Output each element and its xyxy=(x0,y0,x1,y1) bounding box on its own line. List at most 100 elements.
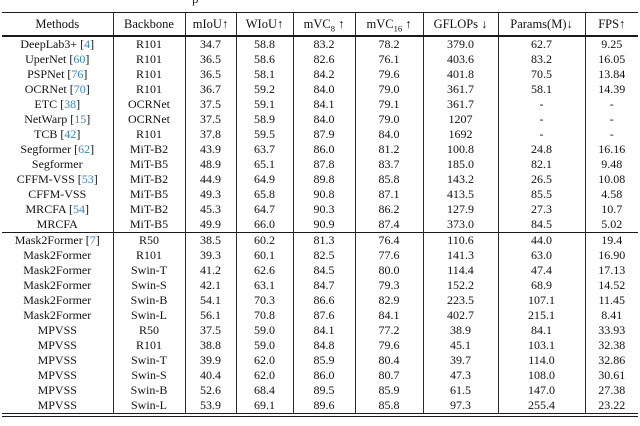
table-row: NetWarp [15] OCRNet 37.5 58.9 84.0 79.0 1207- - xyxy=(2,112,638,127)
value-cell: 86.6 xyxy=(292,293,355,308)
backbone-cell: Swin-B xyxy=(112,293,185,308)
value-cell: 89.5 xyxy=(292,383,355,398)
value-cell: 17.13 xyxy=(584,263,638,278)
value-cell: 65.1 xyxy=(235,157,293,172)
citation-link[interactable]: 54 xyxy=(72,202,85,216)
column-header-params: Params(M)↓ xyxy=(497,12,585,37)
value-cell: 58.1 xyxy=(497,82,585,97)
value-cell: 38.8 xyxy=(184,338,236,353)
value-cell: 141.3 xyxy=(422,248,498,263)
value-cell: 44.0 xyxy=(497,232,585,248)
value-cell: 85.8 xyxy=(354,172,423,187)
table-row: MPVSS Swin-B 52.6 68.4 89.5 85.9 61.5 147.0 27.3… xyxy=(2,383,638,398)
value-cell: 38.5 xyxy=(184,232,236,248)
value-cell: 255.4 xyxy=(497,398,585,415)
value-cell: 77.6 xyxy=(354,248,423,263)
value-cell: 185.0 xyxy=(422,157,498,172)
backbone-cell: R101 xyxy=(112,52,185,67)
value-cell: 32.86 xyxy=(584,353,638,368)
value-cell: 89.6 xyxy=(292,398,355,415)
table-row: MRCFA MiT-B5 49.9 66.0 90.9 87.4 373.0 84.5 5.02 xyxy=(2,217,638,233)
value-cell: 82.9 xyxy=(354,293,423,308)
value-cell: 10.08 xyxy=(584,172,638,187)
backbone-cell: Swin-L xyxy=(112,398,185,415)
value-cell: 39.7 xyxy=(422,353,498,368)
value-cell: 413.5 xyxy=(422,187,498,202)
value-cell: 37.5 xyxy=(184,112,236,127)
value-cell: 41.2 xyxy=(184,263,236,278)
value-cell: 23.22 xyxy=(584,398,638,415)
value-cell: 39.9 xyxy=(184,353,236,368)
backbone-cell: MiT-B5 xyxy=(112,217,185,233)
table-row: CFFM-VSS [53] MiT-B2 44.9 64.9 89.8 85.8 143.2… xyxy=(2,172,638,187)
value-cell: 13.84 xyxy=(584,67,638,82)
value-cell: 402.7 xyxy=(422,308,498,323)
column-header-mvc8: mVC8 ↑ xyxy=(292,12,355,37)
backbone-cell: MiT-B2 xyxy=(112,172,185,187)
value-cell: 56.1 xyxy=(184,308,236,323)
value-cell: 223.5 xyxy=(422,293,498,308)
value-cell: 79.6 xyxy=(354,67,423,82)
value-cell: 59.2 xyxy=(235,82,293,97)
table-row: OCRNet [70] R101 36.7 59.2 84.0 79.0 361.7 58.1… xyxy=(2,82,638,97)
method-cell: Mask2Former xyxy=(23,308,92,322)
column-header-wiou: WIoU↑ xyxy=(235,12,293,37)
value-cell: 58.9 xyxy=(235,112,293,127)
citation-link[interactable]: 53 xyxy=(81,172,94,186)
value-cell: 85.5 xyxy=(497,187,585,202)
value-cell: 60.1 xyxy=(235,248,293,263)
value-cell: 361.7 xyxy=(422,97,498,112)
method-cell: MPVSS xyxy=(37,398,77,412)
citation-link[interactable]: 76 xyxy=(71,67,84,81)
value-cell: 52.6 xyxy=(184,383,236,398)
value-cell: 5.02 xyxy=(584,217,638,233)
table-row: MRCFA [54] MiT-B2 45.3 64.7 90.3 86.2 127.9 27.… xyxy=(2,202,638,217)
citation-link[interactable]: 70 xyxy=(73,82,86,96)
value-cell: 19.4 xyxy=(584,232,638,248)
value-cell: 379.0 xyxy=(422,36,498,52)
value-cell: 152.2 xyxy=(422,278,498,293)
value-cell: 114.0 xyxy=(497,353,585,368)
citation-link[interactable]: 15 xyxy=(74,112,87,126)
citation-link[interactable]: 38 xyxy=(64,97,77,111)
value-cell: 1207 xyxy=(422,112,498,127)
value-cell: 16.05 xyxy=(584,52,638,67)
value-cell: 85.8 xyxy=(354,398,423,415)
mask2former-mpvss-group: Mask2Former [7] R50 38.5 60.2 81.3 76.4 110.6 4… xyxy=(2,232,638,415)
value-cell: 79.3 xyxy=(354,278,423,293)
value-cell: 36.5 xyxy=(184,67,236,82)
value-cell: 82.6 xyxy=(292,52,355,67)
value-cell: 107.1 xyxy=(497,293,585,308)
value-cell: 79.0 xyxy=(354,82,423,97)
table-row: DeepLab3+ [4] R101 34.7 58.8 83.2 78.2 379.0 62… xyxy=(2,36,638,52)
value-cell: 85.9 xyxy=(354,383,423,398)
method-cell: MPVSS xyxy=(37,323,77,337)
value-cell: 14.52 xyxy=(584,278,638,293)
value-cell: 114.4 xyxy=(422,263,498,278)
value-cell: 59.5 xyxy=(235,127,293,142)
method-cell: CFFM-VSS [53] xyxy=(16,172,98,186)
value-cell: 11.45 xyxy=(584,293,638,308)
value-cell: 27.3 xyxy=(497,202,585,217)
backbone-cell: R101 xyxy=(112,67,185,82)
value-cell: 84.2 xyxy=(292,67,355,82)
value-cell: 62.0 xyxy=(235,368,293,383)
value-cell: 37.5 xyxy=(184,323,236,338)
value-cell: - xyxy=(497,127,585,142)
value-cell: 86.0 xyxy=(292,368,355,383)
value-cell: 76.4 xyxy=(354,232,423,248)
value-cell: 401.8 xyxy=(422,67,498,82)
value-cell: 4.58 xyxy=(584,187,638,202)
value-cell: 59.0 xyxy=(235,338,293,353)
backbone-cell: R101 xyxy=(112,36,185,52)
citation-link[interactable]: 7 xyxy=(89,233,96,247)
citation-link[interactable]: 42 xyxy=(64,127,77,141)
citation-link[interactable]: 62 xyxy=(78,142,91,156)
method-cell: MPVSS xyxy=(37,368,77,382)
citation-link[interactable]: 4 xyxy=(84,37,91,51)
value-cell: 82.1 xyxy=(497,157,585,172)
value-cell: 403.6 xyxy=(422,52,498,67)
method-cell: Segformer [62] xyxy=(20,142,95,156)
table-row: ETC [38] OCRNet 37.5 59.1 84.1 79.1 361.7- - xyxy=(2,97,638,112)
citation-link[interactable]: 60 xyxy=(73,52,86,66)
